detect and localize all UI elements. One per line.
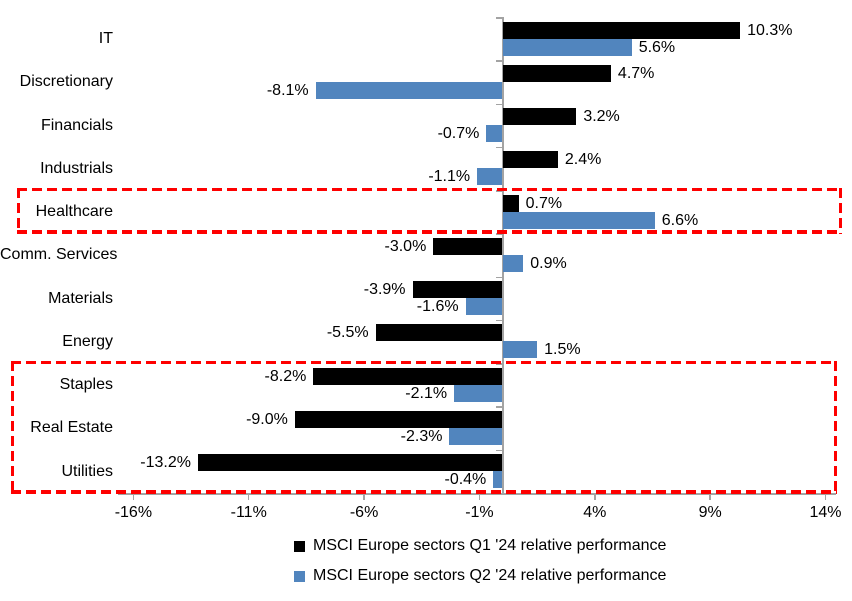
y-axis-tick (495, 146, 502, 149)
value-label: -1.6% (416, 298, 459, 316)
category-label: IT (98, 30, 113, 47)
value-label: -8.2% (264, 367, 307, 385)
value-label: -2.1% (405, 384, 448, 402)
x-tick-label: 9% (698, 504, 722, 521)
value-label: 4.7% (617, 64, 655, 82)
bar-q1 (502, 64, 611, 82)
y-axis-tick (495, 60, 502, 62)
category-label: Real Estate (30, 419, 113, 437)
x-tick-label: 14% (809, 504, 842, 521)
bar-q2 (486, 125, 503, 143)
category-label: Industrials (40, 159, 113, 177)
x-axis-line (118, 492, 836, 495)
bar-q1 (502, 194, 519, 212)
value-label: 6.6% (661, 211, 699, 229)
highlight-box-edge (833, 360, 837, 494)
category-label: Energy (62, 332, 113, 350)
value-label: 5.6% (638, 38, 676, 56)
highlight-box (11, 360, 837, 494)
highlight-box-edge (11, 360, 15, 494)
bar-q1 (313, 367, 503, 385)
x-axis-tick (478, 492, 481, 500)
highlight-box-edge (16, 187, 20, 234)
bar-q2 (449, 427, 503, 445)
category-label: Staples (59, 376, 113, 393)
bar-q2 (465, 298, 503, 316)
x-axis-tick (247, 492, 250, 500)
highlight-box-edge (11, 360, 837, 364)
value-label: -0.4% (444, 471, 487, 489)
highlight-box (16, 187, 842, 234)
x-tick-label: -16% (114, 504, 153, 521)
highlight-box-edge (16, 187, 842, 191)
y-axis-tick (495, 319, 502, 322)
category-label: Financials (40, 116, 113, 134)
y-axis-tick (495, 276, 502, 278)
bar-q1 (375, 324, 503, 342)
bar-q2 (493, 471, 503, 489)
bar-q2 (502, 211, 655, 229)
legend-swatch-q2-icon (294, 570, 305, 582)
value-label: 1.5% (544, 341, 581, 359)
value-label: 3.2% (583, 108, 620, 126)
value-label: -0.7% (437, 125, 480, 143)
bar-q2 (315, 81, 503, 99)
x-axis-tick (363, 492, 365, 500)
bar-q1 (502, 108, 577, 126)
y-axis-tick (495, 449, 502, 451)
x-tick-label: -11% (230, 504, 267, 521)
value-label: 0.9% (530, 254, 567, 272)
legend-item-q1: MSCI Europe sectors Q1 '24 relative perf… (294, 537, 666, 555)
category-label: Discretionary (19, 73, 113, 91)
category-label: Utilities (61, 462, 113, 480)
value-label: -13.2% (140, 454, 191, 472)
x-axis-tick (824, 492, 827, 500)
value-label: 10.3% (747, 21, 793, 39)
y-axis-tick (495, 406, 502, 408)
x-tick-label: 4% (583, 504, 607, 521)
category-label: Healthcare (35, 203, 113, 220)
value-label: -8.1% (266, 81, 309, 99)
bar-q2 (477, 168, 503, 186)
legend-label-q1: MSCI Europe sectors Q1 '24 relative perf… (313, 537, 667, 554)
value-label: -3.9% (363, 281, 406, 299)
x-axis-tick (709, 492, 711, 500)
category-label: Comm. Services (0, 246, 118, 264)
legend-item-q2: MSCI Europe sectors Q2 '24 relative perf… (294, 567, 666, 585)
legend-label-q2: MSCI Europe sectors Q2 '24 relative perf… (313, 567, 667, 584)
bar-q1 (412, 281, 503, 299)
category-label: Materials (48, 289, 113, 307)
y-axis-tick (495, 233, 502, 235)
value-label: 2.4% (564, 151, 602, 169)
value-label: 0.7% (525, 194, 563, 212)
bar-q1 (502, 151, 558, 169)
value-label: -1.1% (428, 168, 471, 186)
highlight-box-edge (16, 230, 842, 234)
bar-q1 (502, 21, 741, 39)
bar-q1 (294, 410, 503, 428)
x-tick-label: -1% (465, 504, 494, 521)
bar-q1 (197, 454, 503, 472)
bar-q1 (433, 237, 503, 255)
value-label: -3.0% (384, 237, 427, 255)
highlight-box-edge (838, 187, 842, 234)
x-tick-label: -6% (349, 504, 379, 521)
value-label: -2.3% (400, 427, 443, 445)
x-axis-tick (594, 492, 596, 500)
value-label: -9.0% (246, 410, 288, 428)
y-axis-tick (495, 17, 502, 19)
bar-q2 (454, 384, 503, 402)
bar-q2 (502, 254, 524, 272)
legend-swatch-q1-icon (294, 540, 305, 552)
x-axis-tick (132, 492, 135, 500)
bar-q2 (502, 341, 538, 359)
y-axis-tick (495, 103, 502, 105)
highlight-box-edge (11, 490, 837, 494)
value-label: -5.5% (326, 324, 369, 342)
bar-q2 (502, 38, 632, 56)
